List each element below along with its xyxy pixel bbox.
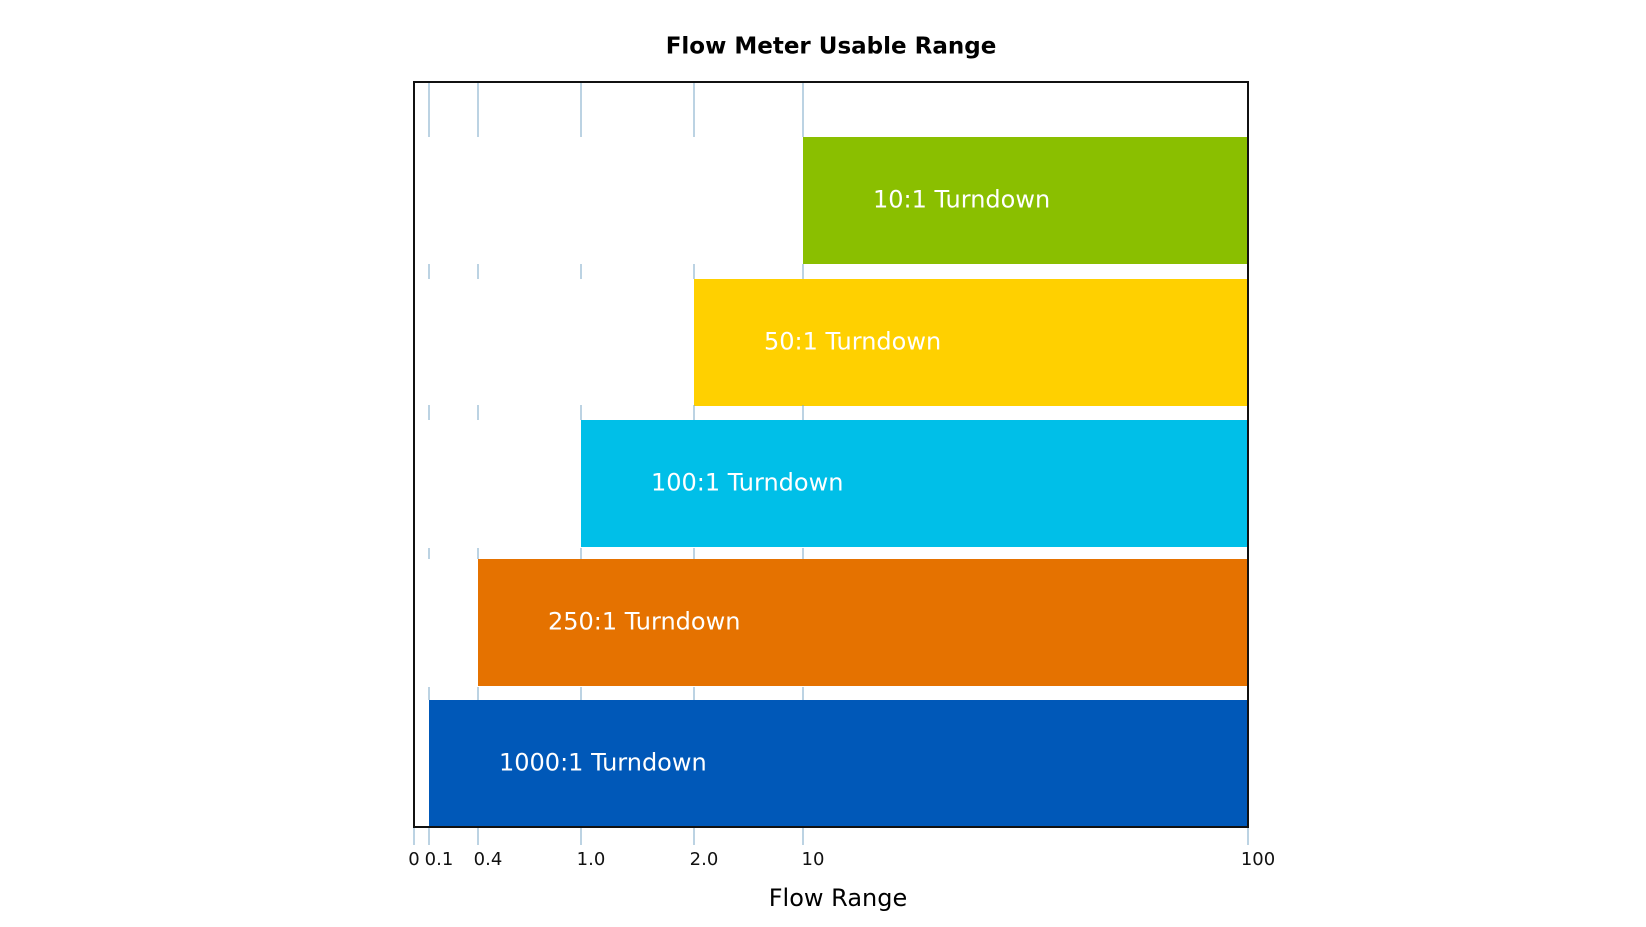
x-tick-label: 1.0 — [577, 849, 606, 870]
chart-title: Flow Meter Usable Range — [666, 34, 997, 60]
range-bar — [803, 137, 1248, 264]
bar-label: 100:1 Turndown — [651, 469, 843, 497]
bar-label: 250:1 Turndown — [548, 608, 740, 636]
x-tick-label: 0 — [408, 849, 419, 870]
x-tick-label: 2.0 — [690, 849, 719, 870]
x-tick-label: 0.1 — [425, 849, 454, 870]
bar-label: 50:1 Turndown — [764, 328, 941, 356]
range-bar — [478, 559, 1248, 686]
bar-label: 1000:1 Turndown — [499, 749, 707, 777]
x-tick-label: 10 — [802, 849, 825, 870]
x-tick-label: 100 — [1241, 849, 1275, 870]
plot-frame — [413, 81, 1249, 828]
range-bar — [581, 420, 1248, 547]
bar-label: 10:1 Turndown — [873, 186, 1050, 214]
x-tick-label: 0.4 — [474, 849, 503, 870]
x-axis-label: Flow Range — [769, 884, 907, 912]
range-bar — [429, 700, 1248, 827]
range-bar — [694, 279, 1248, 406]
